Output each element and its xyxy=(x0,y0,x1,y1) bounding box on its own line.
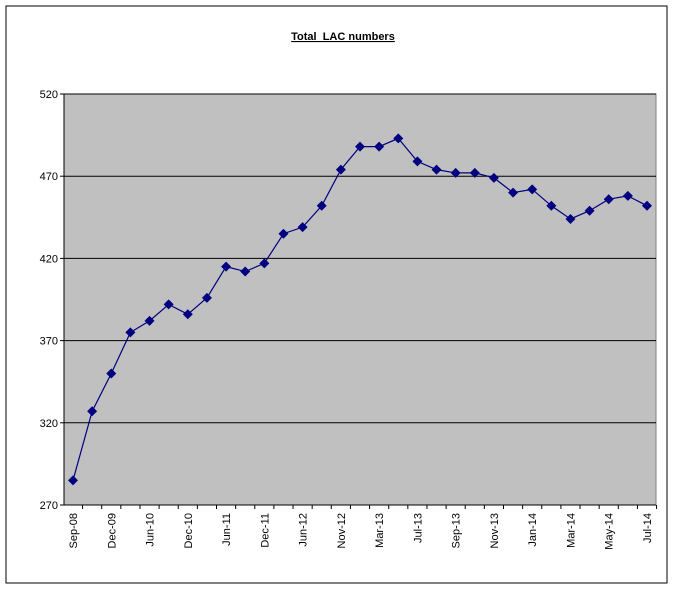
plot-area xyxy=(63,93,657,506)
data-point xyxy=(469,167,480,178)
data-point xyxy=(240,266,251,277)
data-point xyxy=(603,194,614,205)
x-tick-label: Dec-10 xyxy=(183,513,195,548)
x-tick-label: Dec-09 xyxy=(106,513,118,548)
x-tick-label: Sep-13 xyxy=(451,513,463,548)
data-point xyxy=(259,258,270,269)
data-point xyxy=(335,164,346,175)
data-point xyxy=(68,475,78,486)
chart-title: Total LAC numbers xyxy=(291,31,395,43)
data-point xyxy=(106,368,117,379)
data-point xyxy=(144,315,155,326)
x-tick-label: May-14 xyxy=(604,513,616,550)
data-point xyxy=(412,156,423,167)
data-point xyxy=(393,133,404,144)
x-tick-label: Mar-14 xyxy=(565,513,577,548)
data-point xyxy=(182,309,193,320)
x-tick-label: Sep-08 xyxy=(68,513,80,548)
x-tick-label: Jun-10 xyxy=(145,513,157,547)
data-point xyxy=(565,213,576,224)
y-tick-label: 520 xyxy=(40,89,58,101)
x-tick-label: Jun-11 xyxy=(221,513,233,546)
data-point xyxy=(450,167,461,178)
x-tick-label: Jul-13 xyxy=(412,513,424,543)
data-point xyxy=(374,141,385,152)
data-point xyxy=(278,228,289,239)
y-tick-label: 370 xyxy=(40,336,58,348)
data-point xyxy=(527,184,538,195)
y-tick-label: 420 xyxy=(40,253,58,265)
data-point xyxy=(163,299,174,310)
x-tick-label: Jan-14 xyxy=(527,513,539,547)
data-point xyxy=(125,327,136,338)
data-point xyxy=(431,164,442,175)
data-point xyxy=(221,261,232,272)
x-tick-label: Dec-11 xyxy=(259,513,271,548)
data-point xyxy=(87,406,98,417)
y-tick-label: 270 xyxy=(40,500,58,512)
data-point xyxy=(584,205,595,216)
data-point xyxy=(508,187,519,198)
data-point xyxy=(622,190,633,201)
data-point xyxy=(546,200,557,211)
y-tick-label: 470 xyxy=(40,171,58,183)
data-point xyxy=(642,200,652,211)
data-point xyxy=(316,200,327,211)
x-tick-label: Nov-13 xyxy=(489,513,501,548)
data-point xyxy=(355,141,365,152)
data-point xyxy=(201,292,212,303)
y-tick-label: 320 xyxy=(40,418,58,430)
x-tick-label: Jun-12 xyxy=(298,513,310,547)
x-tick-label: Mar-13 xyxy=(374,513,386,548)
x-tick-label: Jul-14 xyxy=(642,513,654,543)
data-point xyxy=(488,172,499,183)
x-tick-label: Nov-12 xyxy=(336,513,348,548)
data-point xyxy=(297,222,308,233)
